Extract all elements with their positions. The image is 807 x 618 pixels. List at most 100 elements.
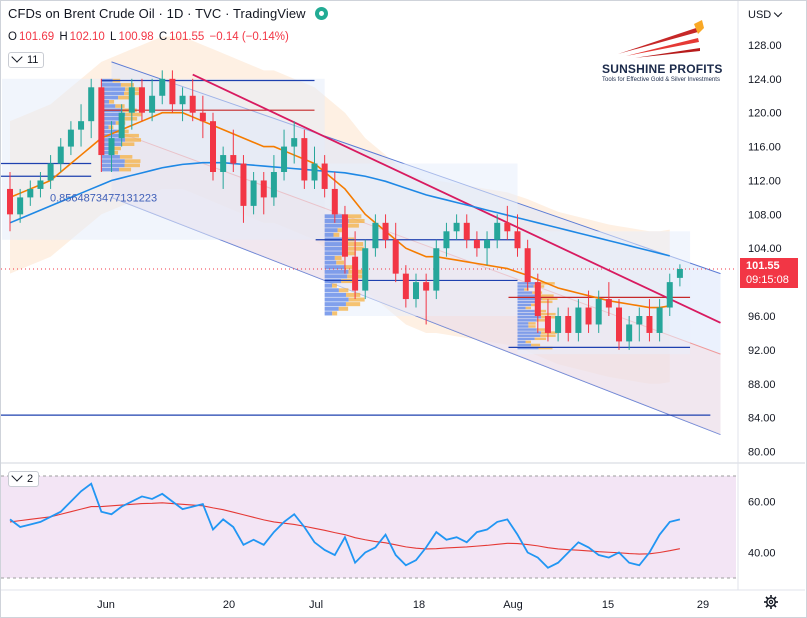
candle-body [159,78,166,96]
sub-pane-toggle-button[interactable]: 2 [8,470,40,487]
volume-profile-bar [525,306,531,310]
symbol-title[interactable]: CFDs on Brent Crude Oil · 1D · TVC · Tra… [8,6,306,21]
volume-profile-bar [108,100,115,104]
candle-body [37,180,44,189]
indicator-count: 11 [27,54,39,66]
candle-body [555,316,562,333]
volume-profile-bar [121,142,135,146]
candle-body [443,231,450,249]
logo-name: SUNSHINE PROFITS [602,62,723,76]
candle-body [220,155,227,172]
time-axis-tick: 15 [602,599,614,611]
volume-profile-bar [324,297,349,302]
price-axis-tick: 104.00 [748,243,782,255]
currency-selector[interactable]: USD [748,8,783,21]
candle-body [88,87,95,122]
volume-profile-bar [517,322,529,325]
candle-body [108,138,115,156]
volume-profile-bar [324,214,347,219]
volume-profile-bar [517,285,534,288]
candle-body [341,214,348,257]
time-axis-tick: 18 [413,599,425,611]
volume-profile-bar [324,288,339,293]
volume-profile-bar [343,251,356,256]
candle-body [291,138,298,147]
volume-profile-bar [101,95,119,100]
volume-profile-bar [517,309,535,313]
volume-profile-bar [101,91,125,96]
candle-body [17,197,24,215]
volume-profile-bar [534,337,547,341]
candle-body [565,316,572,333]
long-moving-average [9,161,670,257]
candle-body [240,163,247,206]
volume-profile-bar [324,246,349,251]
candle-body [676,268,683,278]
candle-body [656,307,663,333]
candle-body [128,87,135,113]
volume-profile-bar [324,311,333,316]
open-label: O [8,31,17,43]
indicators-toggle-button[interactable]: 11 [8,51,45,68]
close-value: 101.55 [169,31,205,43]
candle-body [149,95,156,113]
rsi-pane[interactable] [1,475,736,579]
candle-body [189,95,196,113]
volume-profile-bar [120,83,134,87]
volume-profile-bar [332,311,338,316]
low-value: 100.98 [118,31,154,43]
volume-profile-bar [324,279,342,284]
price-axis-tick: 116.00 [748,142,781,154]
chevron-down-icon [11,470,23,482]
high-value: 102.10 [69,31,105,43]
candle-body [626,324,633,342]
volume-profile-bar [324,251,344,256]
volume-profile-bar [124,163,140,168]
volume-profile-bar [517,294,540,297]
volume-profile-bar [119,167,132,172]
candle-body [666,282,673,308]
candle-body [138,87,145,113]
volume-profile-bar [525,340,531,344]
price-axis-tick: 80.00 [748,447,776,459]
volume-profile-bar [122,116,138,121]
volume-profile-bar [331,283,337,288]
volume-profile-bar [324,223,346,228]
candle-body [504,222,511,232]
volume-profile-bar [125,138,142,142]
volume-profile-bar [124,159,141,163]
volume-profile-bar [324,265,345,270]
volume-profile-bar [324,292,347,297]
candle-body [352,256,359,291]
volume-profile-bar [517,346,539,350]
volume-profile-bar [324,260,337,265]
main-price-pane[interactable]: 0.8564873477131223 [1,36,736,436]
volume-profile-bar [539,294,554,297]
settings-gear-icon[interactable] [763,594,779,610]
volume-profile-bar [101,87,126,91]
volume-profile-bar [101,129,118,134]
price-axis-tick: 112.00 [748,175,781,187]
high-label: H [59,31,68,43]
candle-body [331,188,338,215]
volume-profile-bar [101,146,114,151]
candle-body [372,222,379,249]
candle-body [646,316,653,333]
volume-profile-bar [108,125,114,130]
last-price: 101.55 [746,260,780,272]
volume-profile-bar [333,232,340,237]
volume-profile-bar [517,331,542,334]
candle-body [57,146,64,164]
candle-body [423,282,430,291]
candle-body [514,231,521,249]
candle-body [616,307,622,342]
bar-countdown: 09:15:08 [746,274,789,286]
price-axis-tick: 120.00 [748,108,782,120]
candle-body [321,163,328,189]
rsi-axis-tick: 60.00 [748,497,776,509]
volume-profile-bar [528,322,536,325]
volume-profile-bar [338,306,349,311]
volume-profile-bar [528,325,536,328]
volume-profile-bar [324,283,332,288]
